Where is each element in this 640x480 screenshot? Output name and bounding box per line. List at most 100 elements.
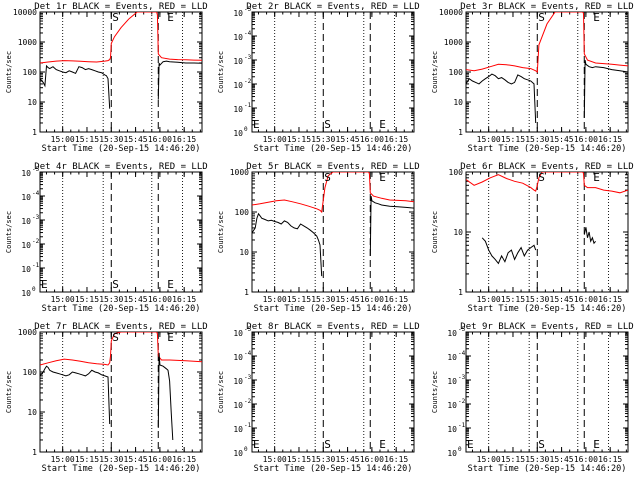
lld-series-line [252, 172, 414, 214]
y-tick-label: 1 [32, 128, 37, 137]
panel-title: Det 4r BLACK = Events, RED = LLD [34, 162, 207, 172]
plot-frame [465, 11, 629, 133]
y-tick-exponent: -4 [458, 350, 466, 357]
series-group [466, 172, 628, 265]
panel-title: Det 5r BLACK = Events, RED = LLD [246, 162, 419, 172]
x-axis-label: Start Time (20-Sep-15 14:46:20) [468, 144, 627, 154]
x-tick-label: 15:15 [75, 295, 99, 304]
y-axis-label: Counts/sec [431, 371, 439, 413]
events-series-line [583, 60, 628, 118]
x-tick-label: 15:00 [263, 135, 287, 144]
end-marker-label: E [167, 278, 174, 291]
events-series-line [466, 73, 537, 124]
x-tick-label: 16:15 [384, 295, 408, 304]
y-axis-label: Counts/sec [217, 371, 225, 413]
x-axis-label: Start Time (20-Sep-15 14:46:20) [42, 464, 201, 474]
x-tick-label: 16:00 [148, 295, 172, 304]
x-tick-label: 15:00 [51, 135, 75, 144]
x-axis-label: Start Time (20-Sep-15 14:46:20) [254, 464, 413, 474]
y-tick-exponent: -4 [244, 350, 252, 357]
y-tick-label: 10 [233, 329, 243, 338]
series-group [40, 332, 202, 441]
x-tick-label: 15:30 [525, 135, 549, 144]
x-tick-label: 16:15 [384, 455, 408, 464]
x-tick-label: 15:30 [525, 455, 549, 464]
x-tick-label: 15:30 [99, 455, 123, 464]
y-tick-exponent: 0 [458, 446, 462, 453]
lld-series-line [40, 12, 202, 64]
y-tick-label: 100 [23, 368, 38, 377]
x-tick-label: 15:15 [287, 295, 311, 304]
y-tick-label: 10 [233, 377, 243, 386]
y-tick-label: 10 [233, 425, 243, 434]
y-tick-exponent: -2 [458, 398, 466, 405]
events-series-line [369, 196, 414, 256]
panel-title: Det 8r BLACK = Events, RED = LLD [246, 322, 419, 332]
panel-title: Det 2r BLACK = Events, RED = LLD [246, 2, 419, 12]
end-marker-label: E [379, 118, 386, 131]
x-tick-label: 15:45 [124, 455, 148, 464]
y-tick-label: 1 [458, 128, 463, 137]
y-tick-label: 10 [233, 81, 243, 90]
x-tick-label: 15:45 [550, 295, 574, 304]
events-series-line [583, 227, 596, 245]
y-tick-label: 100 [449, 168, 464, 177]
x-tick-label: 15:45 [124, 295, 148, 304]
y-axis-label: Counts/sec [217, 51, 225, 93]
y-tick-label: 10 [447, 401, 457, 410]
y-tick-label: 10 [447, 377, 457, 386]
x-tick-label: 15:45 [550, 455, 574, 464]
x-tick-label: 15:30 [525, 295, 549, 304]
y-tick-label: 10000 [439, 8, 463, 17]
x-tick-label: 15:00 [263, 295, 287, 304]
end-marker-label: E [167, 331, 174, 344]
detector-panel-7: Det 7r BLACK = Events, RED = LLD 1 10 100 10… [5, 322, 208, 474]
y-tick-label: 10 [21, 289, 31, 298]
plot-frame [251, 171, 415, 293]
x-tick-label: 15:30 [99, 135, 123, 144]
x-tick-label: 16:00 [360, 455, 384, 464]
x-tick-label: 16:00 [360, 295, 384, 304]
events-series-line [157, 60, 202, 100]
plot-frame [465, 331, 629, 453]
series-group [40, 12, 202, 109]
x-tick-label: 15:45 [336, 455, 360, 464]
y-tick-label: 1000 [444, 38, 463, 47]
y-tick-exponent: -1 [244, 422, 252, 429]
x-tick-label: 15:00 [477, 295, 501, 304]
x-tick-label: 16:15 [598, 455, 622, 464]
y-axis-label: Counts/sec [431, 51, 439, 93]
start-marker-label: S [538, 438, 545, 451]
end-marker-label: E [379, 171, 386, 184]
x-tick-label: 15:45 [124, 135, 148, 144]
y-tick-label: 10 [447, 329, 457, 338]
events-series-line [157, 352, 174, 441]
y-tick-label: 1000 [18, 38, 37, 47]
y-tick-label: 10 [453, 228, 463, 237]
detector-panel-5: Det 5r BLACK = Events, RED = LLD 1 10 100 10… [217, 162, 420, 314]
y-tick-label: 10 [233, 129, 243, 138]
y-tick-exponent: -2 [244, 78, 252, 85]
y-tick-label: 10 [233, 401, 243, 410]
lld-series-line [466, 12, 628, 73]
detector-panel-1: Det 1r BLACK = Events, RED = LLD 1 10 100 10… [5, 2, 208, 154]
edge-marker-label: E [253, 118, 260, 131]
x-tick-label: 15:30 [311, 455, 335, 464]
x-tick-label: 16:00 [148, 135, 172, 144]
y-axis-label: Counts/sec [431, 211, 439, 253]
y-tick-label: 10000 [13, 8, 37, 17]
y-tick-exponent: -3 [244, 374, 252, 381]
y-tick-label: 10 [21, 217, 31, 226]
end-marker-label: E [379, 438, 386, 451]
x-tick-label: 15:15 [287, 135, 311, 144]
x-tick-label: 15:15 [75, 455, 99, 464]
y-tick-exponent: 0 [244, 126, 248, 133]
y-tick-label: 10 [233, 105, 243, 114]
y-tick-label: 10 [233, 9, 243, 18]
panel-title: Det 7r BLACK = Events, RED = LLD [34, 322, 207, 332]
end-marker-label: E [167, 11, 174, 24]
plot-frame [251, 11, 415, 133]
y-tick-label: 10 [233, 33, 243, 42]
